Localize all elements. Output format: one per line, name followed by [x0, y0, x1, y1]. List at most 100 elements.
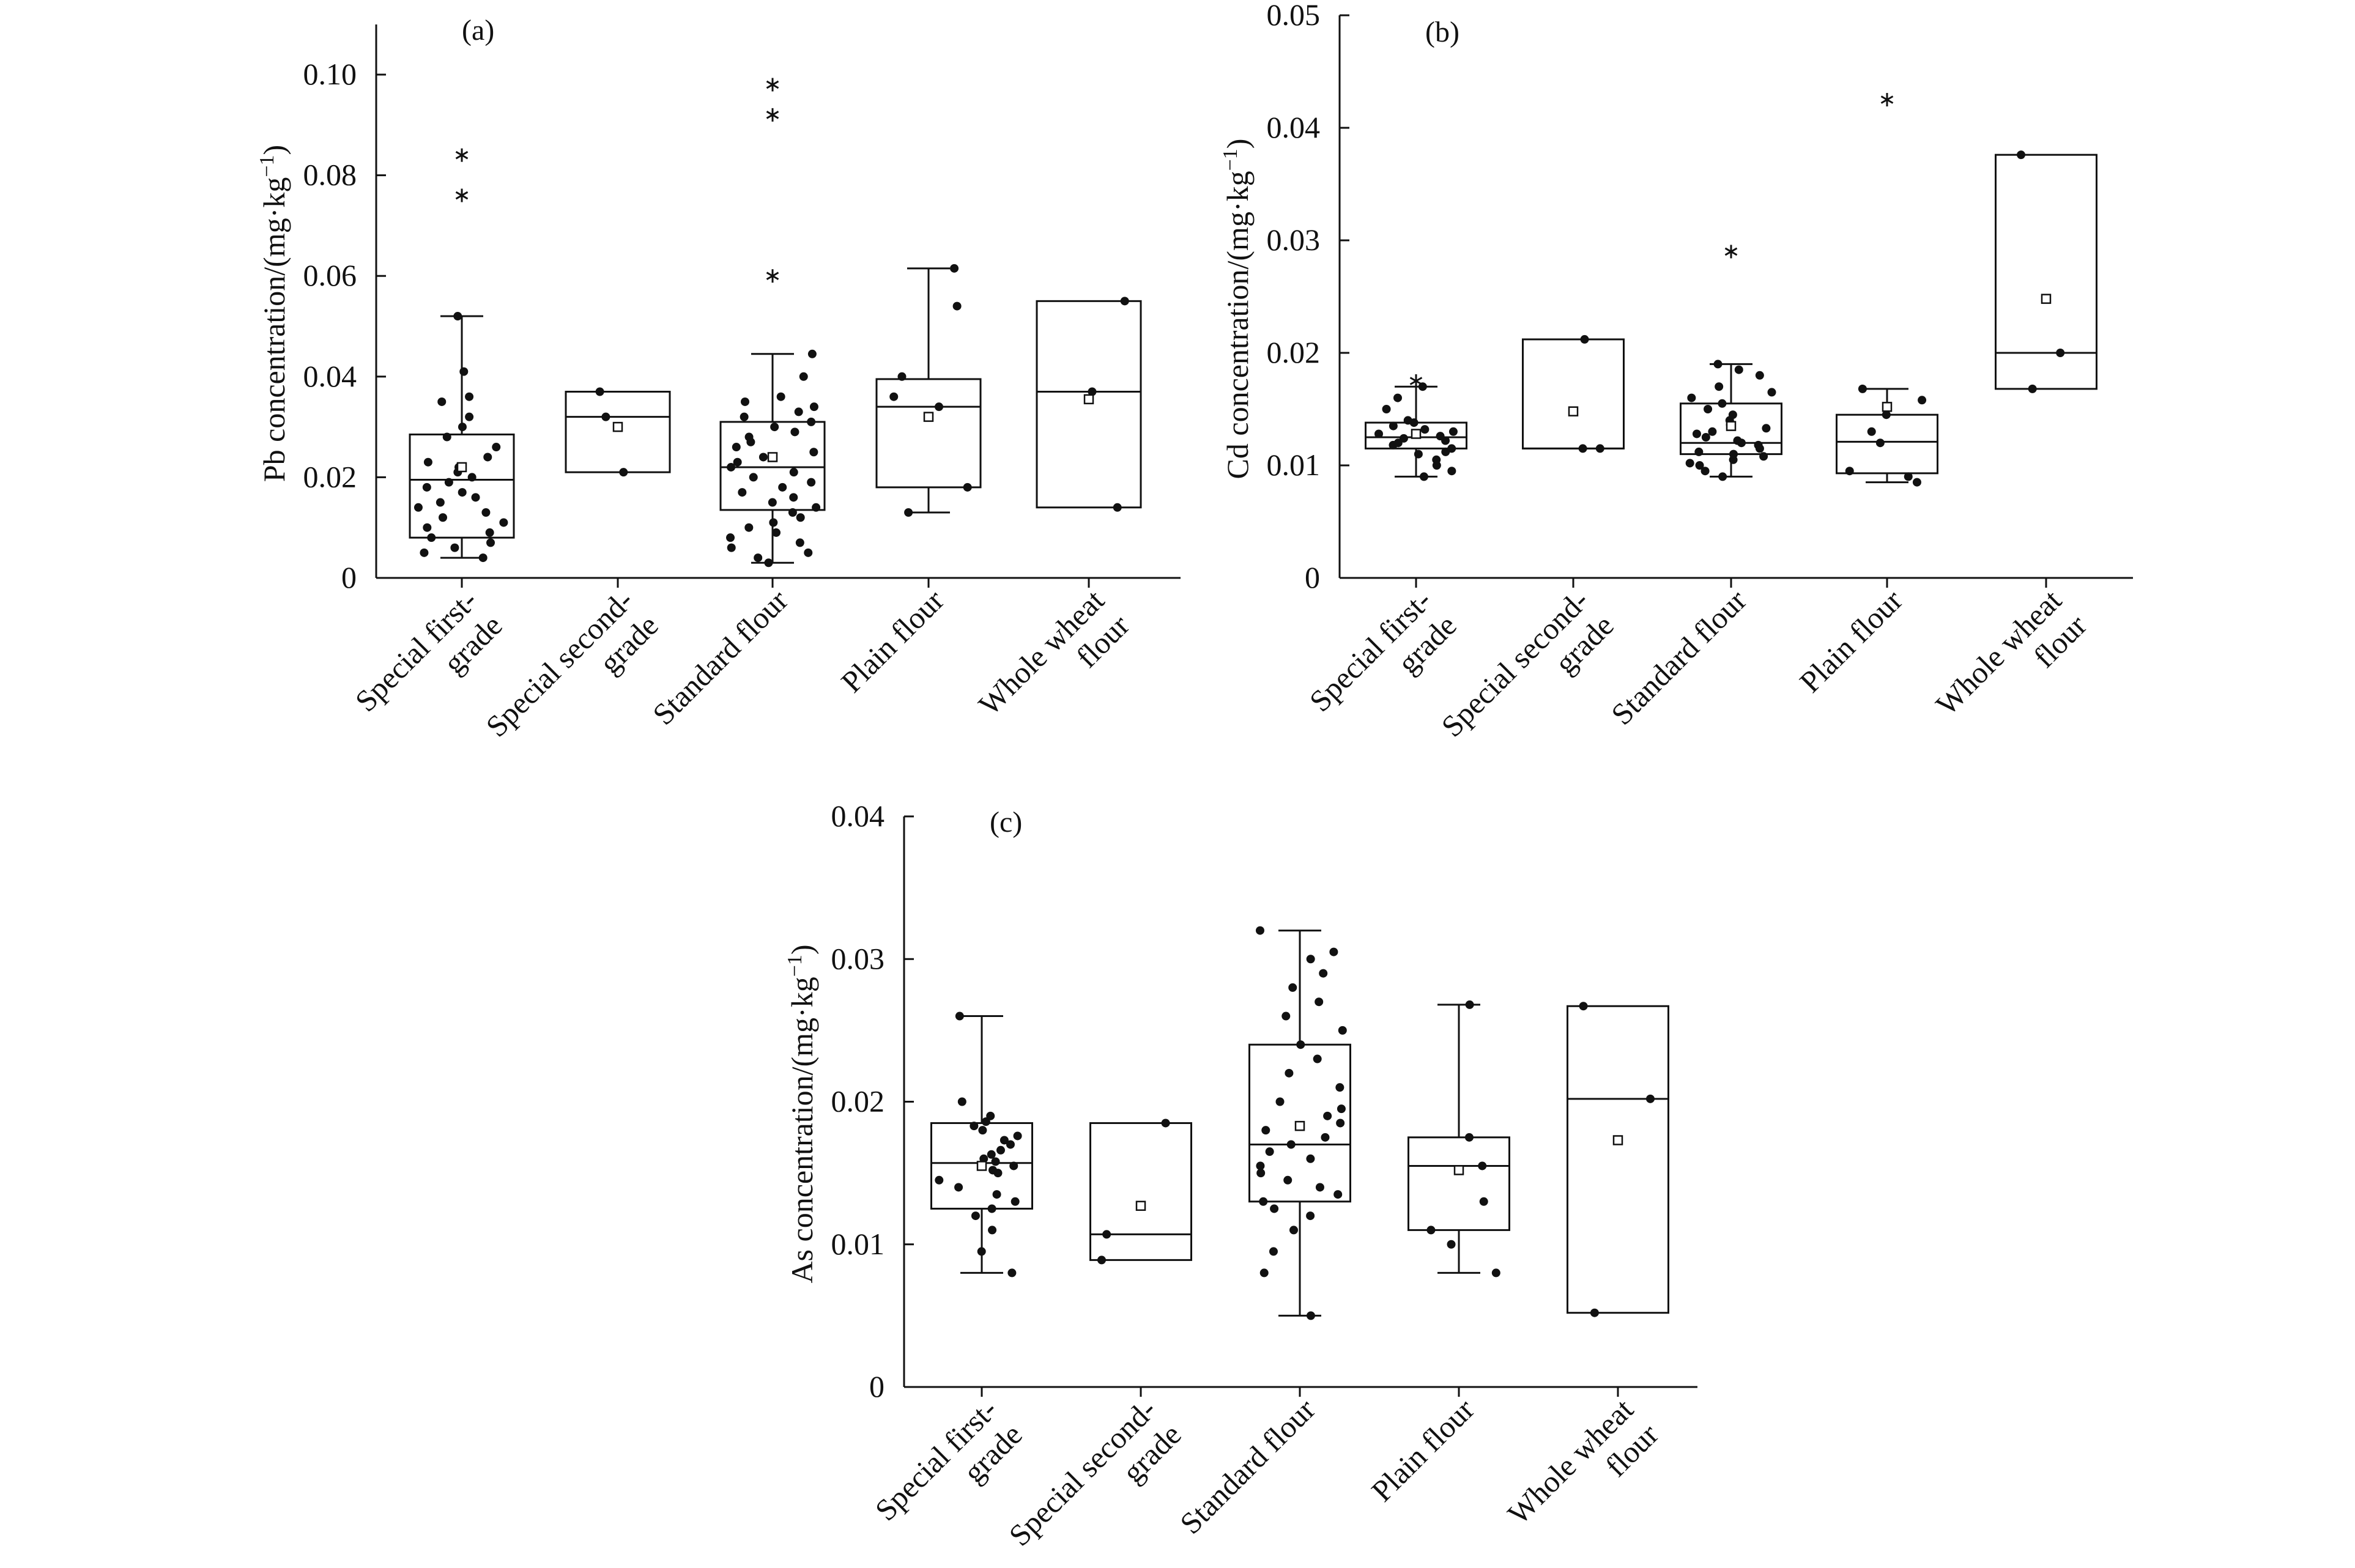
box-iqr [1995, 153, 2097, 390]
data-point [1436, 432, 1445, 441]
mean-marker [2041, 294, 2052, 304]
data-point [770, 423, 779, 432]
data-point [492, 443, 501, 452]
data-point [1754, 440, 1763, 449]
data-point [1011, 1197, 1020, 1206]
data-point [1762, 424, 1771, 433]
data-point [1329, 947, 1338, 956]
data-point [769, 518, 778, 527]
data-point [1306, 1154, 1315, 1163]
mean-marker [1882, 402, 1893, 412]
data-point [740, 397, 749, 406]
data-point [1269, 1247, 1278, 1256]
y-tick-label: 0.06 [303, 258, 357, 292]
data-point [776, 392, 785, 401]
data-point [1701, 433, 1710, 442]
y-tick-label: 0.01 [831, 1227, 885, 1261]
data-point [1645, 1094, 1655, 1103]
data-point [2028, 384, 2037, 393]
box-iqr [409, 433, 515, 539]
data-point [963, 483, 972, 492]
data-point [732, 443, 741, 452]
data-point [987, 1204, 996, 1213]
data-point [790, 427, 799, 437]
data-point [439, 513, 448, 522]
data-point [1595, 444, 1604, 453]
y-tick-label: 0.02 [1267, 335, 1321, 369]
data-point [423, 523, 432, 532]
y-axis-label-close: ) [1220, 139, 1255, 149]
outlier-marker [1880, 93, 1894, 106]
x-category-label: Plain flour [1793, 583, 1909, 699]
panel-label: (b) [1425, 16, 1459, 48]
data-point [1255, 926, 1264, 935]
data-point [471, 493, 480, 502]
data-point [1694, 447, 1704, 456]
data-point [450, 543, 459, 552]
data-point [427, 533, 436, 542]
y-tick-label: 0.05 [1267, 0, 1321, 32]
data-point [1579, 1002, 1588, 1011]
data-point [1733, 436, 1742, 445]
x-category-label: Plain flour [834, 583, 951, 699]
data-point [992, 1190, 1001, 1199]
data-point [459, 367, 469, 376]
data-point [2017, 150, 2026, 160]
data-point [1288, 983, 1297, 992]
y-tick-label: 0 [1305, 560, 1320, 594]
data-point [1333, 1190, 1343, 1199]
mean-marker [456, 462, 467, 473]
data-point [727, 543, 736, 552]
data-point [807, 478, 816, 487]
data-point [1882, 410, 1891, 420]
panel-label: (c) [990, 806, 1022, 838]
box-iqr [1089, 1122, 1192, 1261]
data-point [442, 432, 451, 442]
data-point [1286, 1140, 1296, 1149]
data-point [733, 457, 742, 467]
data-point [485, 528, 494, 537]
data-point [595, 387, 604, 396]
data-point [809, 448, 818, 457]
data-point [1734, 365, 1743, 374]
data-point [1259, 1197, 1268, 1206]
x-category-label: Standard flour [646, 583, 795, 731]
data-point [904, 508, 913, 517]
data-point [1759, 452, 1768, 461]
x-category-label: Special second-grade [479, 583, 664, 768]
data-point [889, 392, 899, 401]
y-axis-label: Cd concentration/(mg·kg−1) [1219, 139, 1255, 479]
data-point [897, 372, 907, 381]
outlier-marker [1409, 374, 1423, 388]
data-point [794, 407, 803, 416]
data-point [1261, 1126, 1270, 1135]
data-point [789, 493, 798, 502]
data-point [1478, 1161, 1487, 1170]
data-point [738, 488, 747, 497]
mean-marker [767, 452, 778, 462]
data-point [499, 518, 508, 527]
data-point [465, 412, 474, 421]
outlier-stroke [455, 191, 469, 200]
data-point [420, 548, 429, 557]
data-point [1289, 1226, 1299, 1235]
data-point [1448, 427, 1458, 436]
data-point [988, 1166, 998, 1175]
y-tick-label: 0.04 [1267, 110, 1321, 144]
data-point [1858, 384, 1867, 393]
data-point [1006, 1140, 1015, 1149]
y-tick-label: 0.08 [303, 158, 357, 192]
y-axis-label: As concentration/(mg·kg−1) [784, 944, 820, 1283]
data-point [1374, 429, 1383, 438]
x-category-label-line: Plain flour [1793, 583, 1909, 699]
data-point [1447, 467, 1456, 476]
data-point [727, 462, 736, 472]
data-point [1319, 969, 1328, 978]
data-point [1315, 1183, 1324, 1192]
data-point [1337, 1104, 1346, 1114]
data-point [436, 498, 445, 507]
box-iqr [565, 390, 671, 473]
data-point [749, 473, 758, 482]
outlier-stroke [455, 150, 469, 160]
data-point [935, 402, 944, 412]
